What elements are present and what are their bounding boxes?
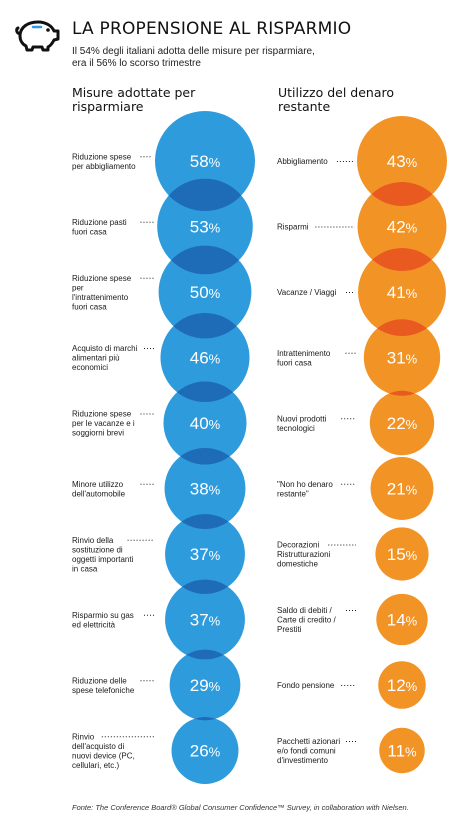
category-label-measure-2: Riduzione pasti fuori casa — [72, 218, 127, 237]
page-title: LA PROPENSIONE AL RISPARMIO — [72, 19, 352, 39]
category-label-usage-1: Abbigliamento — [277, 157, 328, 166]
value-label-usage-5: 22% — [387, 414, 418, 433]
category-label-measure-9: Riduzione delle spese telefoniche — [72, 676, 135, 695]
category-label-measure-5: Riduzione spese per le vacanze e i soggior… — [72, 410, 135, 438]
bubble-measure-5 — [163, 381, 247, 465]
category-label-measure-4: Acquisto di marchi alimentari più economic… — [72, 344, 138, 372]
value-label-usage-2: 42% — [387, 218, 418, 237]
category-label-usage-5: Nuovi prodotti tecnologici — [277, 414, 327, 433]
value-label-measure-9: 29% — [190, 676, 221, 695]
bubble-usage-2 — [357, 182, 447, 271]
value-label-usage-7: 15% — [387, 545, 418, 564]
value-label-measure-3: 50% — [190, 283, 221, 302]
category-label-measure-6: Minore utilizzo dell'automobile — [72, 480, 126, 499]
bubble-measure-6 — [164, 448, 246, 529]
value-label-usage-8: 14% — [387, 611, 418, 630]
bubble-usage-9 — [378, 661, 426, 709]
category-label-measure-1: Riduzione spese per abbigliamento — [72, 152, 136, 171]
category-label-usage-3: Vacanze / Viaggi — [277, 288, 337, 297]
category-label-usage-7: Decorazioni Ristrutturazioni domestiche — [277, 541, 331, 569]
bubble-overlap-measure-2 — [171, 245, 239, 275]
bubble-usage-1 — [357, 116, 447, 206]
bubble-measure-4 — [160, 312, 250, 403]
bubble-usage-10 — [379, 727, 425, 774]
category-label-usage-4: Intrattenimento fuori casa — [277, 349, 331, 368]
bubble-overlap-measure-3 — [173, 312, 237, 339]
bubble-measure-8 — [165, 579, 245, 660]
value-label-usage-9: 12% — [387, 676, 418, 695]
bubble-overlap-measure-7 — [182, 579, 228, 594]
bubble-usage-4 — [363, 319, 441, 396]
category-label-usage-10: Pacchetti azionari e/o fondi comuni d'inve… — [277, 737, 340, 765]
bubble-measure-3 — [158, 245, 252, 339]
category-label-usage-9: Fondo pensione — [277, 681, 335, 690]
value-label-measure-10: 26% — [190, 742, 221, 761]
value-label-measure-6: 38% — [190, 480, 221, 499]
column-heading-remaining-money: Utilizzo del denaro restante — [278, 85, 395, 114]
bubble-overlap-usage-3 — [377, 319, 427, 336]
bubble-usage-7 — [375, 527, 429, 581]
category-label-usage-2: Risparmi — [277, 223, 309, 232]
value-label-measure-1: 58% — [190, 152, 221, 171]
value-label-usage-10: 11% — [387, 742, 417, 761]
bubble-measure-10 — [171, 717, 239, 784]
value-label-measure-5: 40% — [190, 414, 221, 433]
value-label-usage-4: 31% — [387, 349, 418, 368]
value-label-usage-1: 43% — [387, 152, 418, 171]
category-label-measure-10: Rinvio dell'acquisto di nuovi device (PC, c… — [72, 732, 135, 770]
column-heading-measures: Misure adottate per risparmiare — [72, 85, 196, 114]
bubble-overlap-measure-6 — [181, 514, 229, 529]
bubble-usage-5 — [369, 390, 435, 456]
bubble-overlap-usage-2 — [372, 248, 432, 271]
bubble-measure-7 — [165, 514, 245, 594]
bubble-overlap-measure-1 — [168, 178, 242, 212]
category-label-measure-3: Riduzione spese per l'intrattenimento fuori… — [72, 274, 132, 312]
value-label-measure-8: 37% — [190, 611, 221, 630]
bubble-overlap-measure-5 — [180, 448, 230, 465]
bubble-overlap-measure-8 — [186, 649, 224, 660]
piggy-bank-icon — [15, 20, 60, 52]
source-note: Fonte: The Conference Board® Global Cons… — [72, 803, 409, 812]
bubble-usage-3 — [358, 248, 446, 336]
value-label-usage-6: 21% — [387, 480, 418, 499]
category-label-usage-6: "Non ho denaro restante" — [277, 480, 333, 499]
category-label-usage-8: Saldo di debiti / Carte di credito / Prest… — [277, 606, 336, 634]
category-label-measure-8: Risparmio su gas ed elettricità — [72, 611, 134, 630]
value-label-measure-7: 37% — [190, 545, 221, 564]
bubble-overlap-usage-4 — [389, 390, 415, 396]
bubble-overlap-measure-9 — [194, 717, 216, 721]
category-label-measure-7: Rinvio della sostituzione di oggetti impor… — [72, 536, 134, 574]
bubble-overlap-measure-4 — [177, 381, 233, 403]
bubble-usage-8 — [376, 593, 428, 646]
value-label-measure-2: 53% — [190, 218, 221, 237]
value-label-usage-3: 41% — [387, 283, 418, 302]
bubble-usage-6 — [370, 457, 434, 520]
bubble-measure-9 — [169, 649, 241, 721]
page-subtitle: Il 54% degli italiani adotta delle misur… — [72, 46, 315, 69]
value-label-measure-4: 46% — [190, 349, 221, 368]
bubble-overlap-usage-1 — [371, 182, 433, 206]
